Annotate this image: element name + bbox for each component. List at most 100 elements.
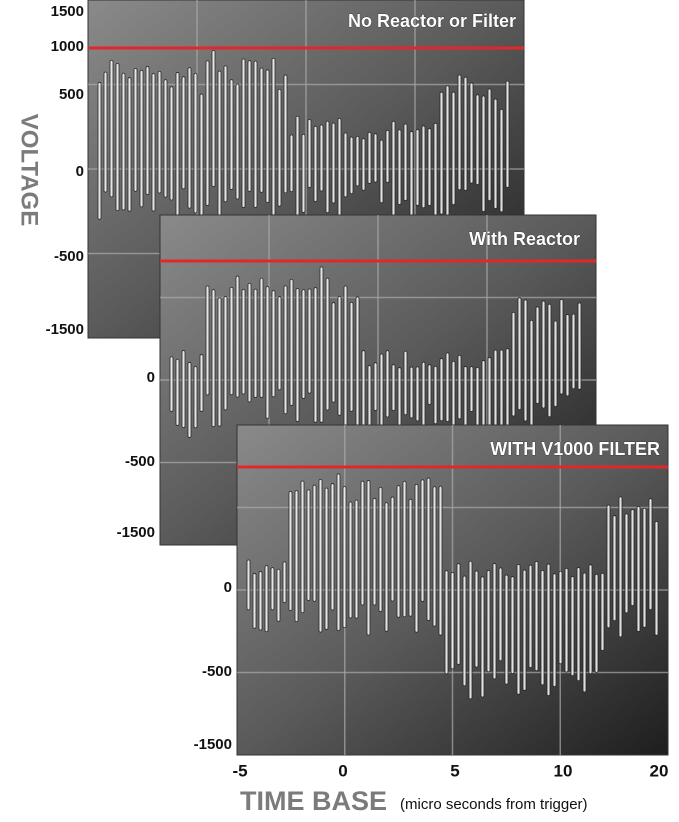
- waveform-bar: [612, 515, 617, 622]
- waveform-bar: [594, 573, 599, 673]
- waveform-bar: [534, 560, 539, 672]
- waveform-bar: [331, 302, 336, 403]
- waveform-bar: [271, 57, 276, 216]
- waveform-bar: [181, 76, 186, 190]
- waveform-bar: [373, 133, 378, 183]
- waveform-bar: [517, 297, 522, 411]
- waveform-bar: [415, 129, 420, 206]
- x-axis-label: TIME BASE: [240, 786, 387, 816]
- waveform-bar: [426, 477, 431, 621]
- waveform-bar: [330, 483, 335, 611]
- waveform-bar: [403, 123, 408, 201]
- waveform-bar: [511, 311, 516, 417]
- x-tick-label: -5: [232, 761, 247, 780]
- waveform-bar: [606, 504, 611, 629]
- waveform-bar: [223, 65, 228, 203]
- waveform-bar: [457, 354, 462, 420]
- x-tick-label: 5: [450, 761, 459, 780]
- waveform-bar: [450, 571, 455, 670]
- waveform-bar: [253, 60, 258, 208]
- waveform-bar: [481, 95, 486, 213]
- waveform-bar: [301, 133, 306, 213]
- waveform-bar: [397, 367, 402, 426]
- waveform-bar: [151, 73, 156, 212]
- waveform-bar: [433, 365, 438, 425]
- waveform-bar: [264, 565, 269, 633]
- waveform-bar: [618, 496, 623, 638]
- x-tick-label: 10: [554, 761, 573, 780]
- waveform-bar: [217, 297, 222, 427]
- waveform-bar: [337, 117, 342, 220]
- y-tick-label: -1500: [46, 321, 84, 338]
- waveform-bar: [361, 138, 366, 191]
- waveform-bar: [276, 568, 281, 622]
- waveform-bar: [546, 563, 551, 697]
- y-tick-label: 500: [59, 86, 84, 103]
- waveform-bar: [355, 135, 360, 187]
- waveform-bar: [247, 60, 252, 192]
- y-tick-label: 0: [147, 369, 155, 386]
- waveform-bar: [391, 120, 396, 218]
- waveform-bar: [271, 290, 276, 398]
- waveform-bar: [258, 571, 263, 631]
- waveform-bar: [354, 499, 359, 619]
- waveform-bar: [648, 498, 653, 611]
- panel-title: With Reactor: [469, 229, 580, 249]
- waveform-bar: [409, 366, 414, 419]
- waveform-bar: [229, 79, 234, 190]
- waveform-bar: [241, 58, 246, 208]
- waveform-bar: [205, 60, 210, 206]
- waveform-bar: [469, 366, 474, 412]
- waveform-bar: [289, 278, 294, 406]
- waveform-bar: [139, 69, 144, 208]
- waveform-bar: [318, 478, 323, 633]
- waveform-bar: [288, 490, 293, 612]
- waveform-bar: [480, 576, 485, 698]
- waveform-bar: [384, 502, 389, 632]
- waveform-bar: [552, 573, 557, 688]
- y-tick-label: 1500: [51, 3, 84, 20]
- waveform-bar: [402, 480, 407, 618]
- waveform-bar: [487, 88, 492, 202]
- y-tick-label: -500: [54, 248, 84, 265]
- waveform-bar: [349, 136, 354, 195]
- waveform-bar: [115, 62, 120, 212]
- waveform-bar: [373, 362, 378, 411]
- waveform-bar: [312, 484, 317, 602]
- waveform-bar: [504, 574, 509, 685]
- waveform-bar: [397, 129, 402, 206]
- waveform-bar: [630, 509, 635, 607]
- waveform-bar: [348, 501, 353, 619]
- waveform-bar: [439, 358, 444, 422]
- waveform-bar: [97, 81, 102, 220]
- waveform-bar: [205, 285, 210, 396]
- waveform-bar: [337, 295, 342, 416]
- waveform-bar: [307, 288, 312, 394]
- scope-panel: WITH V1000 FILTER: [236, 424, 669, 756]
- y-tick-label: 0: [224, 579, 232, 596]
- waveform-bar: [187, 361, 192, 438]
- y-tick-label: 0: [76, 163, 84, 180]
- waveform-bar: [277, 296, 282, 391]
- waveform-bar: [199, 93, 204, 221]
- waveform-bar: [439, 91, 444, 215]
- waveform-bar: [577, 302, 582, 390]
- waveform-bar: [528, 564, 533, 669]
- y-tick-label: -500: [125, 453, 155, 470]
- waveform-bar: [571, 313, 576, 390]
- waveform-bar: [492, 563, 497, 680]
- waveform-bar: [193, 73, 198, 214]
- waveform-bar: [295, 115, 300, 220]
- waveform-bar: [415, 366, 420, 422]
- waveform-bar: [535, 306, 540, 405]
- waveform-bar: [474, 570, 479, 668]
- waveform-bar: [541, 300, 546, 409]
- y-tick-label: -1500: [117, 524, 155, 541]
- waveform-bar: [282, 561, 287, 604]
- waveform-bar: [403, 350, 408, 416]
- waveform-bar: [516, 563, 521, 695]
- waveform-bar: [343, 285, 348, 427]
- waveform-bar: [361, 350, 366, 431]
- waveform-bar: [547, 303, 552, 418]
